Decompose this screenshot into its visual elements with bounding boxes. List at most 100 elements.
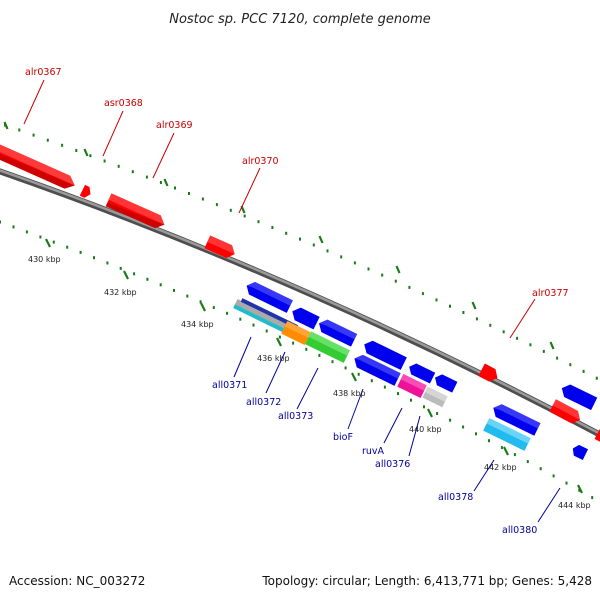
kbp-tick-mark bbox=[123, 270, 129, 280]
reverse-guide-dot bbox=[526, 460, 529, 464]
reverse-guide-dot bbox=[591, 496, 594, 500]
gene-alr0381[interactable] bbox=[594, 428, 600, 444]
forward-guide-dot bbox=[32, 133, 35, 137]
gene-label-alr0369[interactable]: alr0369 bbox=[156, 120, 193, 131]
reverse-guide-dot bbox=[79, 250, 82, 254]
forward-guide-dot bbox=[489, 323, 492, 327]
label-leaders bbox=[23, 79, 561, 523]
tick-label: 430 kbp bbox=[28, 255, 61, 264]
gene-all0376-upper[interactable] bbox=[432, 372, 458, 393]
forward-guide-dot bbox=[569, 363, 572, 367]
gene-upper-mid[interactable] bbox=[316, 317, 358, 347]
reverse-guide-dot bbox=[331, 360, 334, 364]
gene-label-ruvA[interactable]: ruvA bbox=[362, 446, 385, 457]
reverse-guide-dot bbox=[449, 418, 452, 422]
map-title: Nostoc sp. PCC 7120, complete genome bbox=[169, 12, 431, 27]
forward-guide-dot bbox=[201, 197, 204, 201]
forward-guide-dot bbox=[582, 369, 585, 373]
gene-label-all0371[interactable]: all0371 bbox=[212, 380, 247, 391]
reverse-guide-dot bbox=[186, 294, 189, 298]
gene-alr0369[interactable] bbox=[105, 193, 167, 231]
accession-text: Accession: NC_003272 bbox=[9, 574, 145, 588]
forward-guide-dot bbox=[89, 154, 92, 158]
gene-all0376[interactable] bbox=[422, 386, 448, 408]
reverse-guide-dot bbox=[410, 398, 412, 402]
gene-label-alr0377[interactable]: alr0377 bbox=[532, 288, 569, 299]
reverse-guide-dot bbox=[475, 432, 477, 436]
gene-all0373[interactable] bbox=[305, 331, 350, 363]
gene-label-all0373[interactable]: all0373 bbox=[278, 411, 313, 422]
reverse-guide-dot bbox=[212, 306, 215, 309]
reverse-guide-dot bbox=[39, 235, 42, 239]
reverse-guide-dot bbox=[52, 240, 55, 244]
gene-label-all0376[interactable]: all0376 bbox=[375, 459, 410, 470]
reverse-guide-dot bbox=[278, 335, 281, 339]
gene-label-bioF[interactable]: bioF bbox=[333, 432, 353, 443]
reverse-guide-dot bbox=[199, 300, 202, 304]
forward-guide-dot bbox=[326, 249, 329, 253]
reverse-guide-dot bbox=[344, 366, 347, 370]
forward-guide-dot bbox=[285, 231, 288, 235]
gene-all0372[interactable] bbox=[281, 321, 311, 345]
reverse-guide-dot bbox=[357, 372, 360, 376]
forward-tick-mark bbox=[471, 301, 477, 310]
forward-guide-dot bbox=[46, 138, 49, 142]
forward-guide-dot bbox=[340, 255, 343, 259]
gene-label-alr0367[interactable]: alr0367 bbox=[25, 67, 62, 78]
gene-label-asr0368[interactable]: asr0368 bbox=[104, 98, 143, 109]
gene-alr0379[interactable] bbox=[549, 399, 583, 426]
forward-guide-dot bbox=[542, 349, 545, 353]
gene-label-all0378[interactable]: all0378 bbox=[438, 492, 473, 503]
gene-all0378-upper[interactable] bbox=[490, 402, 541, 436]
tick-label: 444 kbp bbox=[558, 501, 591, 510]
kbp-tick-mark bbox=[503, 446, 509, 456]
forward-guide-dot bbox=[61, 143, 64, 147]
gene-label-all0380[interactable]: all0380 bbox=[502, 525, 537, 536]
forward-guide-dot bbox=[529, 343, 532, 347]
forward-tick-mark bbox=[163, 178, 169, 187]
tick-label: 438 kbp bbox=[333, 389, 366, 398]
gene-bioF-upper[interactable] bbox=[361, 338, 407, 370]
reverse-guide-dot bbox=[500, 446, 503, 450]
gene-ruvA-upper[interactable] bbox=[407, 361, 436, 384]
reverse-guide-dot bbox=[397, 392, 399, 396]
forward-guide-dot bbox=[462, 311, 465, 314]
forward-guide-dot bbox=[188, 192, 190, 195]
kbp-tick-mark bbox=[45, 238, 51, 248]
gene-alr0370[interactable] bbox=[204, 235, 237, 261]
topology-text: Topology: circular; Length: 6,413,771 bp… bbox=[261, 574, 592, 588]
reverse-guide-dot bbox=[239, 317, 242, 321]
reverse-guide-dot bbox=[305, 347, 308, 351]
reverse-guide-dot bbox=[436, 412, 439, 415]
gene-all0373-upper[interactable] bbox=[244, 279, 293, 313]
gene-asr0368[interactable] bbox=[79, 184, 93, 200]
gene-all0379-upper[interactable] bbox=[559, 382, 598, 411]
forward-tick-mark bbox=[83, 148, 89, 157]
tick-label: 434 kbp bbox=[181, 320, 214, 329]
forward-guide-dot bbox=[229, 208, 232, 212]
gene-label-all0372[interactable]: all0372 bbox=[246, 397, 281, 408]
gene-all0371[interactable] bbox=[233, 296, 300, 338]
forward-guide-dot bbox=[516, 336, 519, 340]
forward-guide-dot bbox=[381, 273, 384, 277]
forward-guide-dot bbox=[367, 267, 370, 271]
reverse-guide-dot bbox=[93, 256, 95, 260]
gene-ruvA[interactable] bbox=[397, 374, 427, 398]
gene-all0380[interactable] bbox=[570, 443, 589, 461]
tick-label: 440 kbp bbox=[409, 425, 442, 434]
reverse-guide-dot bbox=[565, 481, 568, 485]
gene-label-alr0370[interactable]: alr0370 bbox=[242, 156, 279, 167]
forward-tick-mark bbox=[3, 121, 9, 130]
gene-all0378[interactable] bbox=[483, 418, 531, 451]
gene-upper-small[interactable] bbox=[289, 305, 320, 330]
tick-label: 436 kbp bbox=[257, 354, 290, 363]
forward-guide-dot bbox=[103, 159, 106, 163]
reverse-guide-dot bbox=[66, 245, 69, 249]
forward-guide-dot bbox=[449, 304, 451, 308]
gene-alr0377[interactable] bbox=[478, 363, 500, 384]
reverse-guide-dot bbox=[119, 266, 122, 270]
gene-alr0367[interactable] bbox=[0, 131, 78, 192]
gene-bioF[interactable] bbox=[351, 352, 401, 386]
forward-tick-mark bbox=[395, 265, 401, 274]
